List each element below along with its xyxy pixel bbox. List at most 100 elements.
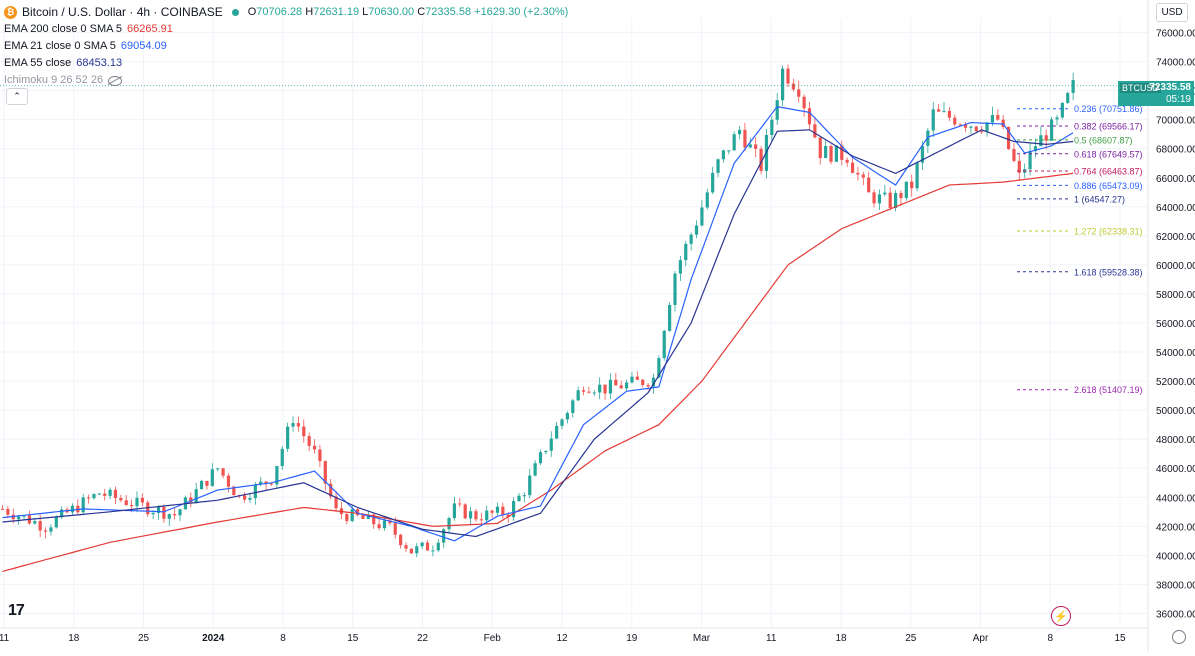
fib-label: 1.272 (62338.31): [1074, 226, 1143, 236]
candle-body: [560, 419, 564, 426]
candle-body: [1028, 151, 1032, 170]
candle-body: [259, 481, 263, 485]
candle-body: [646, 385, 650, 387]
candle-body: [877, 194, 882, 204]
candle-body: [490, 510, 494, 513]
candle-body: [119, 497, 123, 501]
candle-body: [495, 506, 500, 513]
bolt-icon[interactable]: ⚡: [1051, 606, 1071, 626]
candle-body: [727, 150, 731, 152]
x-tick-label: 2024: [202, 633, 225, 644]
candle-body: [662, 330, 666, 359]
candle-body: [312, 445, 317, 450]
candle-body: [210, 469, 214, 486]
price-tag-price: 72335.58: [1149, 81, 1191, 93]
candle-body: [135, 497, 139, 507]
candle-body: [1066, 92, 1070, 103]
candle-body: [700, 207, 704, 226]
candle-body: [614, 379, 618, 386]
candle-body: [899, 193, 903, 199]
candle-body: [942, 110, 946, 112]
candle-body: [996, 115, 1000, 120]
candle-body: [980, 131, 984, 133]
candle-body: [49, 527, 53, 532]
candle-body: [931, 109, 935, 131]
candle-body: [167, 514, 171, 519]
candle-body: [291, 423, 295, 427]
candle-body: [92, 494, 96, 499]
indicator-ema55[interactable]: EMA 55 close 68453.13: [4, 57, 123, 69]
candle-body: [474, 511, 478, 520]
candle-body: [54, 517, 58, 528]
symbol-title[interactable]: Bitcoin / U.S. Dollar · 4h · COINBASE: [22, 5, 223, 19]
fib-label: 1 (64547.27): [1074, 194, 1125, 204]
candle-body: [17, 516, 21, 520]
candle-body: [533, 463, 537, 476]
candle-body: [512, 501, 516, 518]
x-tick-label: 22: [417, 633, 429, 644]
candle-body: [867, 177, 871, 193]
y-tick-label: 56000.00: [1156, 319, 1195, 330]
ema55-line: [2, 129, 1074, 538]
candle-body: [6, 509, 10, 515]
candle-body: [694, 225, 699, 235]
candle-body: [953, 117, 957, 125]
candle-body: [286, 426, 290, 449]
candle-body: [963, 124, 968, 128]
candle-body: [248, 498, 252, 500]
collapse-legend-button[interactable]: ⌃: [6, 88, 28, 105]
x-tick-label: 12: [556, 633, 568, 644]
settings-icon[interactable]: [1172, 630, 1186, 644]
fib-label: 1.618 (59528.38): [1074, 267, 1143, 277]
candle-body: [657, 358, 661, 378]
indicator-ichimoku[interactable]: Ichimoku 9 26 52 26: [4, 72, 568, 89]
candle-body: [1060, 102, 1064, 118]
candle-body: [947, 110, 951, 118]
candle-body: [372, 514, 376, 525]
candle-body: [1006, 126, 1011, 150]
candle-body: [770, 119, 774, 136]
x-tick-label: 11: [766, 633, 777, 644]
y-tick-label: 48000.00: [1156, 435, 1195, 446]
x-tick-label: 15: [1114, 633, 1126, 644]
chart-legend: ₿ Bitcoin / U.S. Dollar · 4h · COINBASE …: [4, 4, 568, 89]
ema200-line: [2, 172, 1074, 572]
candle-body: [415, 546, 419, 554]
candle-body: [797, 89, 801, 97]
candle-body: [1071, 79, 1075, 93]
candle-body: [915, 162, 919, 189]
currency-button[interactable]: USD: [1156, 3, 1188, 22]
candle-body: [334, 496, 338, 509]
tradingview-logo[interactable]: 17: [8, 602, 25, 619]
candle-body: [781, 68, 785, 101]
candle-body: [264, 481, 268, 484]
candle-body: [608, 379, 613, 394]
candle-body: [576, 390, 580, 401]
price-change: +1629.30 (+2.30%): [474, 6, 569, 18]
candle-body: [845, 159, 849, 163]
candle-body: [216, 468, 220, 470]
candle-body: [221, 468, 225, 476]
candle-body: [146, 502, 150, 515]
hidden-eye-icon[interactable]: [108, 75, 123, 86]
candle-body: [420, 542, 424, 547]
candle-body: [888, 192, 892, 209]
candle-body: [38, 521, 42, 531]
candle-body: [97, 493, 101, 495]
y-tick-label: 44000.00: [1156, 493, 1195, 504]
candle-body: [452, 503, 457, 519]
candle-body: [253, 484, 257, 499]
candle-body: [1001, 119, 1005, 127]
candle-body: [732, 134, 736, 151]
candle-body: [1044, 135, 1048, 141]
indicator-ema21[interactable]: EMA 21 close 0 SMA 5 69054.09: [4, 40, 167, 52]
candle-body: [350, 509, 354, 522]
symbol-row[interactable]: ₿ Bitcoin / U.S. Dollar · 4h · COINBASE …: [4, 4, 568, 21]
candle-body: [388, 520, 392, 524]
candle-body: [641, 379, 645, 386]
y-tick-label: 62000.00: [1156, 232, 1195, 243]
indicator-ema200[interactable]: EMA 200 close 0 SMA 5 66265.91: [4, 23, 173, 35]
candle-body: [70, 505, 75, 513]
